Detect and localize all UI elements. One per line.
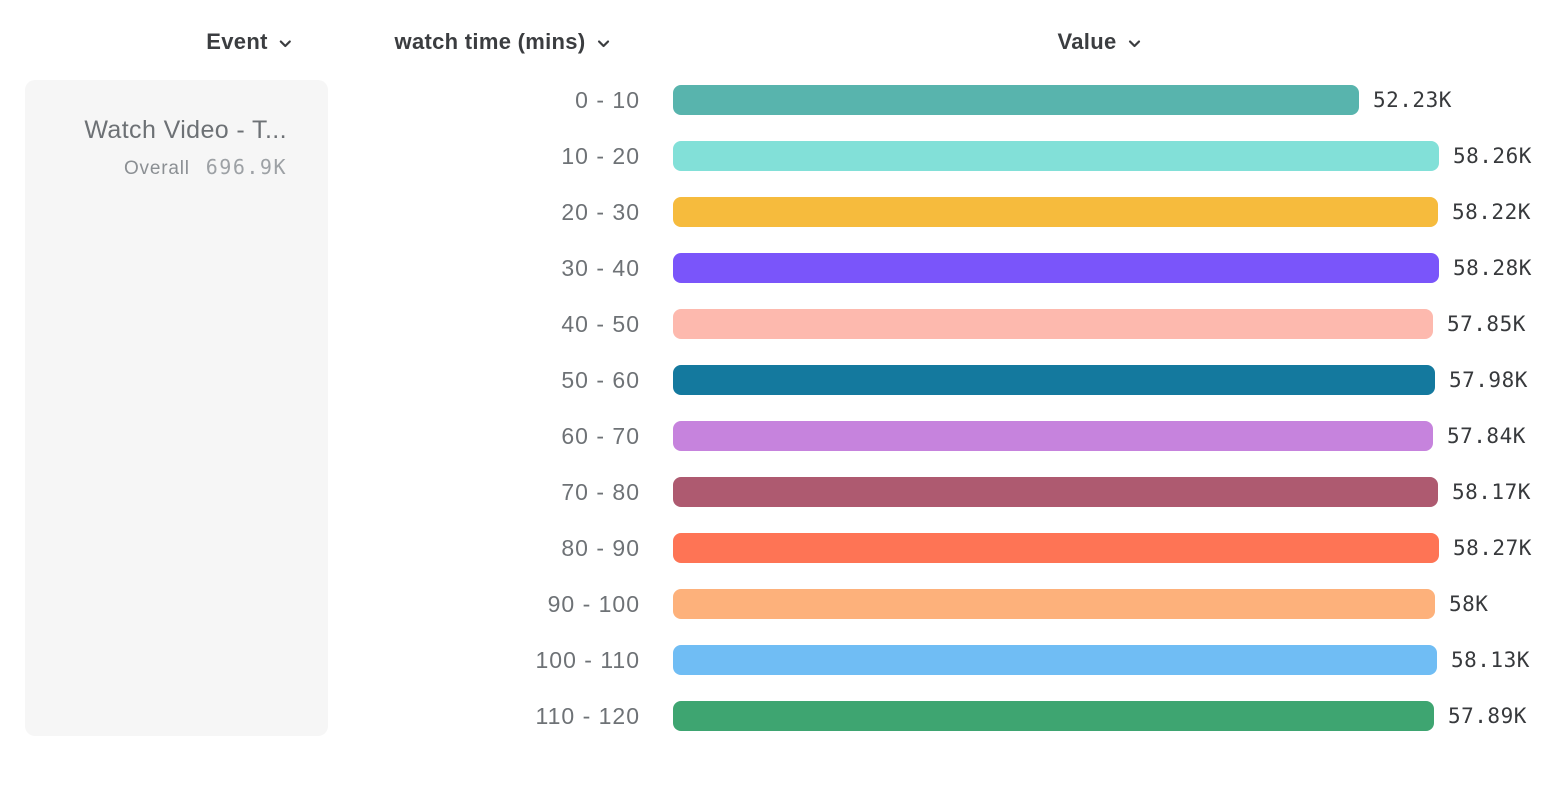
chart-row: 90 - 100 58K [0, 576, 1568, 632]
value-label: 58.26K [1453, 144, 1532, 168]
bar[interactable] [673, 589, 1435, 619]
value-label: 57.89K [1448, 704, 1527, 728]
chart-rows: 0 - 10 52.23K 10 - 20 58.26K 20 - 30 58.22K 30… [0, 72, 1568, 744]
chart-row: 10 - 20 58.26K [0, 128, 1568, 184]
chart-row: 70 - 80 58.17K [0, 464, 1568, 520]
value-label: 57.98K [1449, 368, 1528, 392]
chart-row: 40 - 50 57.85K [0, 296, 1568, 352]
overall-label: Overall [123, 158, 190, 179]
chevron-down-icon [595, 33, 611, 52]
breakdown-column-label: watch time (mins) [394, 29, 586, 54]
category-label: 50 - 60 [561, 366, 640, 393]
chart-row: 20 - 30 58.22K [0, 184, 1568, 240]
bar[interactable] [673, 421, 1433, 451]
overall-row: Overall 696.9K [45, 154, 287, 182]
bar[interactable] [673, 533, 1439, 563]
value-column-dropdown[interactable]: Value [1058, 28, 1143, 56]
category-label: 10 - 20 [561, 142, 640, 169]
category-label: 110 - 120 [535, 702, 640, 729]
value-label: 57.85K [1447, 312, 1526, 336]
category-label: 20 - 30 [561, 198, 640, 225]
chart-row: 30 - 40 58.28K [0, 240, 1568, 296]
bar[interactable] [673, 645, 1437, 675]
bar[interactable] [673, 477, 1438, 507]
chart-row: 80 - 90 58.27K [0, 520, 1568, 576]
event-column-label: Event [206, 29, 268, 54]
chart-row: 110 - 120 57.89K [0, 688, 1568, 744]
category-label: 40 - 50 [561, 310, 640, 337]
bar[interactable] [673, 85, 1359, 115]
value-column-label: Value [1057, 29, 1117, 54]
category-label: 60 - 70 [561, 422, 640, 449]
value-label: 58K [1449, 592, 1489, 616]
event-name: Watch Video - T... [84, 116, 287, 144]
chevron-down-icon [1126, 33, 1142, 52]
overall-value: 696.9K [205, 155, 287, 179]
bar[interactable] [673, 197, 1438, 227]
event-column-dropdown[interactable]: Event [206, 28, 293, 56]
category-label: 30 - 40 [561, 254, 640, 281]
breakdown-column-dropdown[interactable]: watch time (mins) [395, 28, 612, 56]
value-label: 58.22K [1452, 200, 1531, 224]
event-legend-card[interactable]: Watch Video - T... Overall 696.9K [25, 80, 328, 736]
category-label: 100 - 110 [535, 646, 640, 673]
value-label: 52.23K [1373, 88, 1452, 112]
chart-row: 60 - 70 57.84K [0, 408, 1568, 464]
bar[interactable] [673, 253, 1439, 283]
category-label: 90 - 100 [547, 590, 640, 617]
category-label: 70 - 80 [561, 478, 640, 505]
chart-row: 100 - 110 58.13K [0, 632, 1568, 688]
value-label: 57.84K [1447, 424, 1526, 448]
value-label: 58.17K [1452, 480, 1531, 504]
bar[interactable] [673, 701, 1434, 731]
bar[interactable] [673, 141, 1439, 171]
value-label: 58.28K [1453, 256, 1532, 280]
chart-row: 0 - 10 52.23K [0, 72, 1568, 128]
value-label: 58.13K [1451, 648, 1530, 672]
chevron-down-icon [278, 33, 294, 52]
bar[interactable] [673, 365, 1435, 395]
chart-row: 50 - 60 57.98K [0, 352, 1568, 408]
bar[interactable] [673, 309, 1433, 339]
category-label: 80 - 90 [561, 534, 640, 561]
value-label: 58.27K [1453, 536, 1532, 560]
category-label: 0 - 10 [575, 86, 640, 113]
